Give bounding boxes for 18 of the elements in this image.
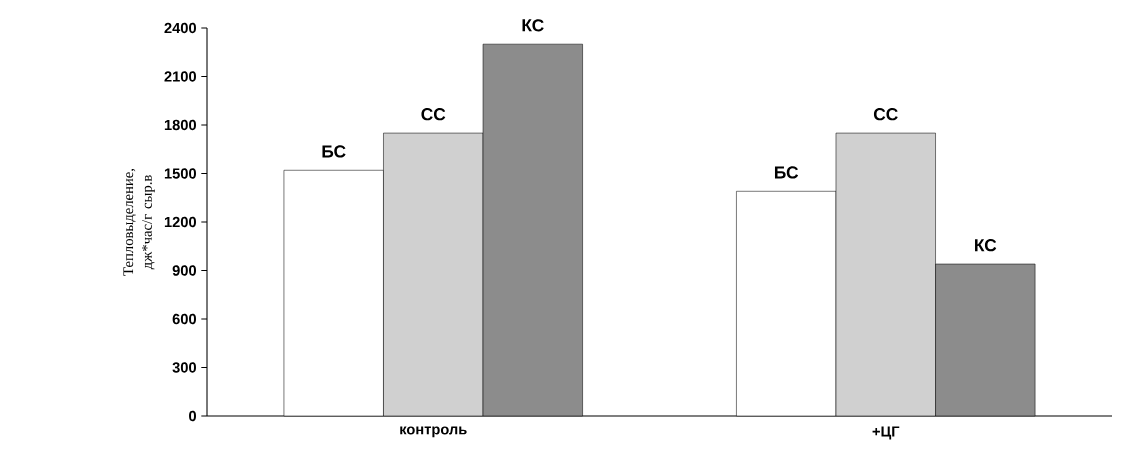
y-tick-label: 1200: [164, 216, 196, 228]
x-tick-label: контроль: [400, 426, 467, 438]
y-tick-label: 0: [189, 410, 196, 422]
text: БС: [322, 145, 346, 158]
y-tick-label: 900: [172, 265, 196, 276]
series-label: КС: [975, 239, 997, 252]
series-label: СС: [421, 108, 446, 121]
text: КС: [522, 19, 544, 32]
x-tick-label: +ЦГ: [872, 426, 900, 440]
y-tick-label: 1800: [164, 119, 196, 131]
y-tick-label: 600: [172, 313, 196, 325]
y-tick-label: 2400: [164, 22, 196, 34]
y-tick-label: 1500: [164, 168, 196, 179]
y-tick-label: 300: [172, 362, 196, 373]
text: СС: [873, 108, 898, 121]
y-tick-label: 2100: [164, 71, 196, 82]
series-label: БС: [774, 166, 799, 179]
y-axis-title: Тепловыделение, дж*час/г сыр.в: [123, 168, 155, 276]
